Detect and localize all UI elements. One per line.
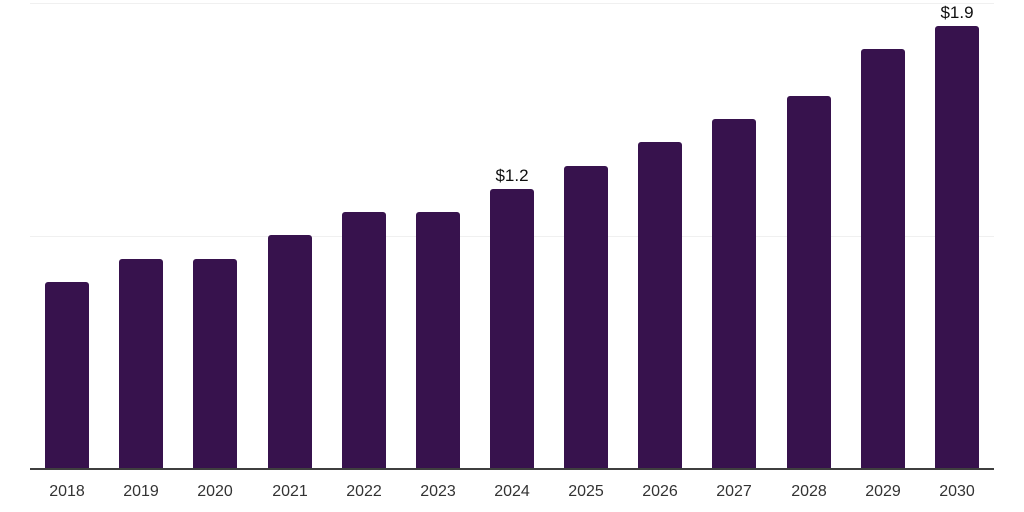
bar-2028 <box>787 96 831 468</box>
data-label-2030: $1.9 <box>940 3 974 22</box>
bar-2020 <box>193 259 237 468</box>
x-tick-2028: 2028 <box>791 483 827 500</box>
bar-2023 <box>416 212 460 468</box>
bar-2021 <box>268 235 312 468</box>
x-axis-tick-labels: 2018 2019 2020 2021 2022 2023 2024 2025 2026 2027… <box>30 483 994 505</box>
bar-2029 <box>861 49 905 468</box>
x-tick-2024: 2024 <box>494 483 530 500</box>
x-tick-2025: 2025 <box>568 483 604 500</box>
x-tick-2030: 2030 <box>939 483 975 500</box>
x-tick-2029: 2029 <box>865 483 901 500</box>
x-tick-2021: 2021 <box>272 483 308 500</box>
bar-2024 <box>490 189 534 468</box>
x-axis-line <box>30 468 994 470</box>
x-tick-2022: 2022 <box>346 483 382 500</box>
bar-2022 <box>342 212 386 468</box>
x-tick-2023: 2023 <box>420 483 456 500</box>
bar-2025 <box>564 166 608 468</box>
x-tick-2019: 2019 <box>123 483 159 500</box>
x-tick-2018: 2018 <box>49 483 85 500</box>
gridline-y-2 <box>30 3 994 4</box>
bar-2030 <box>935 26 979 468</box>
data-label-2024: $1.2 <box>495 166 529 185</box>
bar-2027 <box>712 119 756 468</box>
plot-area: $1.2 $1.9 <box>30 0 994 470</box>
x-tick-2027: 2027 <box>716 483 752 500</box>
bar-2018 <box>45 282 89 468</box>
x-tick-2026: 2026 <box>642 483 678 500</box>
bar-2019 <box>119 259 163 468</box>
x-tick-2020: 2020 <box>197 483 233 500</box>
bar-2026 <box>638 142 682 468</box>
